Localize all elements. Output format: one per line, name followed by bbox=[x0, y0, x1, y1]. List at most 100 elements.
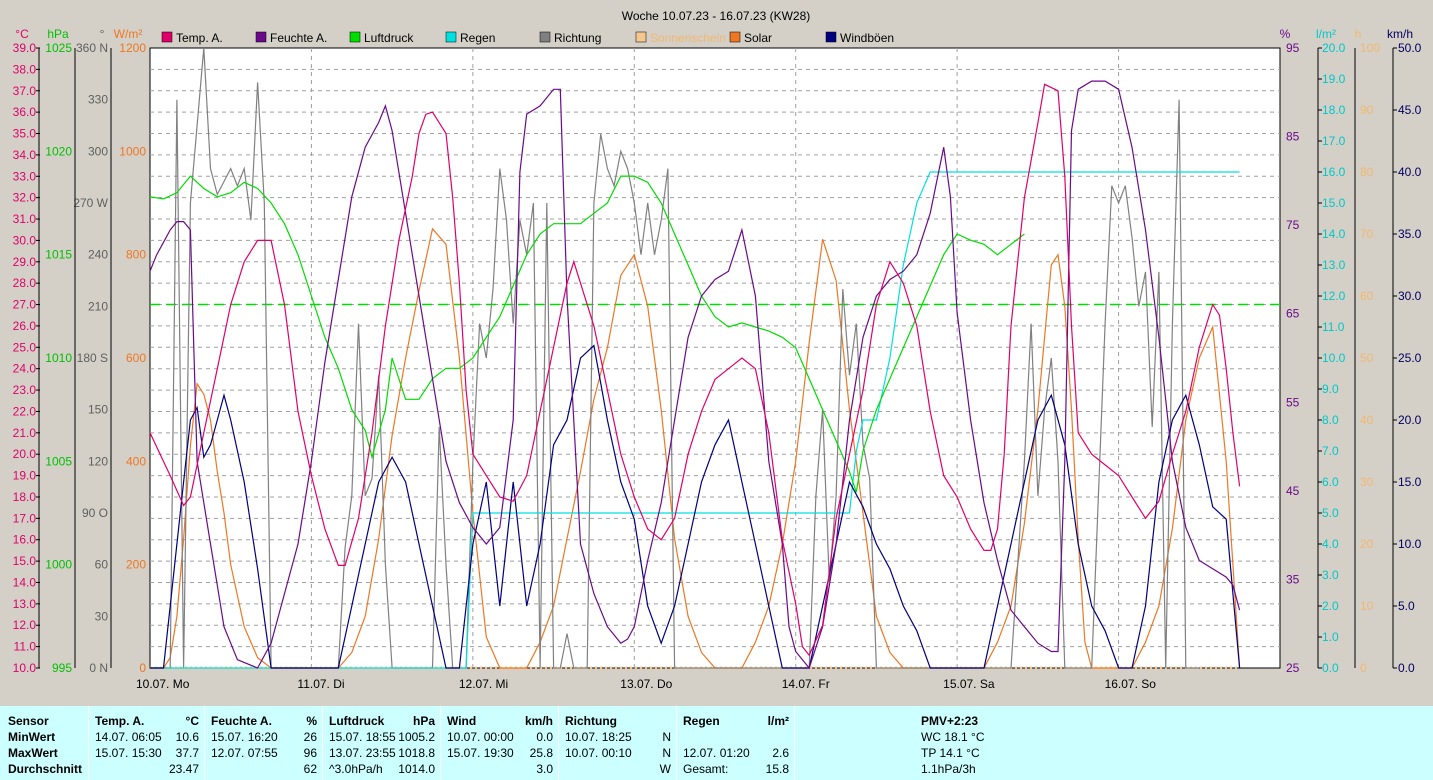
wind-tick-label: 0.0 bbox=[1398, 661, 1415, 675]
stats-direction-header: Richtung bbox=[565, 714, 617, 728]
direction-tick-label: 330 bbox=[88, 93, 108, 107]
axis-unit-rain: l/m² bbox=[1316, 27, 1336, 41]
wind-tick-label: 20.0 bbox=[1398, 413, 1422, 427]
temp-tick-label: 29.0 bbox=[13, 255, 37, 269]
direction-tick-label: 300 bbox=[88, 144, 108, 158]
stats-temp-header: Temp. A. bbox=[95, 714, 145, 728]
direction-tick-label: 150 bbox=[88, 403, 108, 417]
temp-tick-label: 13.0 bbox=[13, 597, 37, 611]
temp-tick-label: 32.0 bbox=[13, 191, 37, 205]
temp-tick-label: 30.0 bbox=[13, 233, 37, 247]
stats-table: Sensor MinWert MaxWert Durchschnitt Temp… bbox=[0, 706, 1433, 780]
temp-tick-label: 12.0 bbox=[13, 618, 37, 632]
stats-pmv-header: PMV+2:23 bbox=[921, 714, 979, 728]
temp-tick-label: 26.0 bbox=[13, 319, 37, 333]
stats-col-pmv: PMV+2:23 WC 18.1 °C TP 14.1 °C 1.1hPa/3h bbox=[794, 706, 1433, 780]
rain-tick-label: 6.0 bbox=[1322, 475, 1339, 489]
temp-tick-label: 25.0 bbox=[13, 340, 37, 354]
stats-direction-min-time: 10.07. 18:25 bbox=[565, 730, 632, 744]
direction-tick-label: 30 bbox=[95, 609, 109, 623]
sunshine-tick-label: 10 bbox=[1360, 599, 1374, 613]
sunshine-tick-label: 80 bbox=[1360, 165, 1374, 179]
stats-humidity-min-val: 26 bbox=[303, 730, 317, 744]
rain-tick-label: 14.0 bbox=[1322, 227, 1346, 241]
sunshine-tick-label: 50 bbox=[1360, 351, 1374, 365]
rain-tick-label: 11.0 bbox=[1322, 320, 1345, 334]
wind-tick-label: 25.0 bbox=[1398, 351, 1422, 365]
wind-tick-label: 50.0 bbox=[1398, 41, 1422, 55]
axis-unit-temp: °C bbox=[15, 27, 29, 41]
rain-tick-label: 18.0 bbox=[1322, 103, 1346, 117]
temp-tick-label: 27.0 bbox=[13, 298, 37, 312]
rain-tick-label: 7.0 bbox=[1322, 444, 1339, 458]
pressure-tick-label: 1005 bbox=[45, 454, 72, 468]
stats-pressure-min-time: 15.07. 18:55 bbox=[329, 730, 396, 744]
legend-label-rain: Regen bbox=[460, 31, 495, 45]
stats-temp-min-time: 14.07. 06:05 bbox=[95, 730, 162, 744]
series-line-temp bbox=[149, 83, 1241, 657]
legend-label-gust: Windböen bbox=[840, 31, 894, 45]
axes: 10.07. Mo 11.07. Di 12.07. Mi 13.07. Do 14.0… bbox=[13, 27, 1422, 691]
chart-title: Woche 10.07.23 - 16.07.23 (KW28) bbox=[622, 9, 811, 23]
temp-tick-label: 17.0 bbox=[13, 511, 37, 525]
stats-pressure-max-val: 1018.8 bbox=[398, 746, 435, 760]
legend: Temp. A. Feuchte A. Luftdruck Regen Richtung… bbox=[161, 31, 894, 45]
stats-rain-max-time: 12.07. 01:20 bbox=[683, 746, 750, 760]
direction-tick-label: 90 O bbox=[82, 506, 108, 520]
temp-tick-label: 24.0 bbox=[13, 362, 37, 376]
stats-direction-min-val: N bbox=[662, 730, 671, 744]
solar-tick-label: 1000 bbox=[119, 144, 146, 158]
wind-tick-label: 45.0 bbox=[1398, 103, 1422, 117]
humidity-tick-label: 95 bbox=[1286, 41, 1300, 55]
day-label: 16.07. So bbox=[1105, 677, 1157, 691]
rain-tick-label: 5.0 bbox=[1322, 506, 1339, 520]
rain-tick-label: 0.0 bbox=[1322, 661, 1339, 675]
axis-unit-solar: W/m² bbox=[114, 27, 143, 41]
stats-humidity-avg: 62 bbox=[303, 762, 317, 776]
humidity-tick-label: 45 bbox=[1286, 484, 1300, 498]
direction-tick-label: 240 bbox=[88, 248, 108, 262]
axis-unit-wind: km/h bbox=[1387, 27, 1413, 41]
rain-tick-label: 16.0 bbox=[1322, 165, 1346, 179]
temp-tick-label: 39.0 bbox=[13, 41, 37, 55]
stats-rain-max-val: 2.6 bbox=[772, 746, 789, 760]
stats-rain-header: Regen bbox=[683, 714, 720, 728]
rain-tick-label: 9.0 bbox=[1322, 382, 1339, 396]
sunshine-tick-label: 100 bbox=[1360, 41, 1380, 55]
humidity-tick-label: 75 bbox=[1286, 218, 1300, 232]
stats-pmv-tp: TP 14.1 °C bbox=[921, 746, 980, 760]
stats-col-humidity: Feuchte A. % 15.07. 16:20 26 12.07. 07:5… bbox=[204, 706, 323, 780]
day-label: 11.07. Di bbox=[297, 677, 344, 691]
stats-pmv-wc: WC 18.1 °C bbox=[921, 730, 985, 744]
rain-tick-label: 17.0 bbox=[1322, 134, 1346, 148]
wind-tick-label: 40.0 bbox=[1398, 165, 1422, 179]
stats-wind-min-val: 0.0 bbox=[536, 730, 553, 744]
series-line-humidity bbox=[149, 80, 1241, 670]
solar-tick-label: 600 bbox=[126, 351, 146, 365]
stats-max-label: MaxWert bbox=[8, 746, 58, 760]
series-line-rain bbox=[150, 171, 1240, 669]
stats-pressure-min-val: 1005.2 bbox=[398, 730, 435, 744]
wind-tick-label: 35.0 bbox=[1398, 227, 1422, 241]
temp-tick-label: 36.0 bbox=[13, 105, 37, 119]
sunshine-tick-label: 20 bbox=[1360, 537, 1374, 551]
solar-tick-label: 0 bbox=[139, 661, 146, 675]
stats-humidity-min-time: 15.07. 16:20 bbox=[211, 730, 278, 744]
temp-tick-label: 23.0 bbox=[13, 383, 37, 397]
day-label: 10.07. Mo bbox=[136, 677, 190, 691]
axis-unit-sunshine: h bbox=[1355, 27, 1362, 41]
rain-tick-label: 10.0 bbox=[1322, 351, 1346, 365]
stats-pressure-avg: 1014.0 bbox=[398, 762, 435, 776]
legend-swatch-pressure bbox=[349, 31, 361, 43]
temp-tick-label: 19.0 bbox=[13, 469, 37, 483]
legend-label-pressure: Luftdruck bbox=[364, 31, 414, 45]
stats-temp-max-time: 15.07. 15:30 bbox=[95, 746, 162, 760]
legend-swatch-humidity bbox=[255, 31, 267, 43]
sunshine-tick-label: 90 bbox=[1360, 103, 1374, 117]
rain-tick-label: 1.0 bbox=[1322, 630, 1339, 644]
sunshine-tick-label: 40 bbox=[1360, 413, 1374, 427]
rain-tick-label: 15.0 bbox=[1322, 196, 1346, 210]
solar-tick-label: 800 bbox=[126, 248, 146, 262]
temp-tick-label: 11.0 bbox=[14, 640, 37, 654]
series-group bbox=[149, 47, 1241, 670]
